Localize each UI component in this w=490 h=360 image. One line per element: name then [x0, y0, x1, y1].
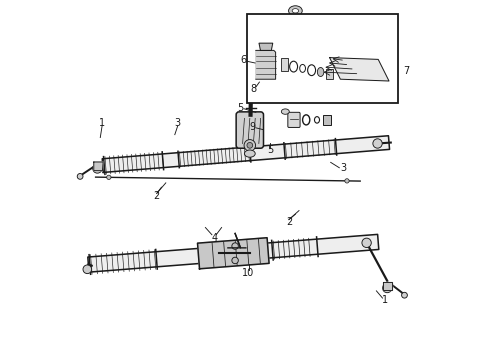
FancyBboxPatch shape [288, 112, 300, 127]
FancyBboxPatch shape [326, 69, 333, 79]
Text: 5: 5 [267, 145, 273, 156]
Circle shape [345, 179, 349, 183]
Ellipse shape [318, 68, 324, 77]
Circle shape [362, 238, 371, 248]
Circle shape [232, 257, 238, 264]
Polygon shape [102, 136, 390, 172]
FancyBboxPatch shape [236, 112, 264, 148]
Polygon shape [197, 238, 269, 269]
Polygon shape [94, 162, 103, 171]
Circle shape [402, 292, 407, 298]
Text: 3: 3 [174, 118, 181, 128]
Text: 7: 7 [403, 66, 410, 76]
Text: 2: 2 [286, 217, 292, 228]
Text: 3: 3 [340, 163, 346, 174]
Polygon shape [259, 43, 273, 50]
Circle shape [383, 283, 392, 293]
Circle shape [93, 164, 102, 173]
Circle shape [83, 265, 92, 274]
Text: 1: 1 [382, 294, 389, 305]
Polygon shape [256, 50, 275, 79]
FancyBboxPatch shape [281, 58, 288, 71]
Bar [247, 14, 398, 103]
FancyBboxPatch shape [323, 115, 331, 125]
Ellipse shape [289, 6, 302, 16]
Text: 10: 10 [242, 268, 254, 278]
Text: 5: 5 [238, 103, 244, 113]
Text: 9: 9 [250, 122, 256, 132]
Ellipse shape [292, 9, 298, 13]
Text: 6: 6 [240, 55, 246, 66]
Polygon shape [330, 58, 389, 81]
Circle shape [107, 175, 111, 180]
Circle shape [232, 243, 238, 249]
Text: 4: 4 [211, 233, 218, 243]
Text: 8: 8 [250, 84, 256, 94]
Ellipse shape [245, 150, 255, 157]
Circle shape [373, 139, 382, 148]
Ellipse shape [281, 109, 289, 114]
Circle shape [247, 143, 253, 148]
Polygon shape [383, 282, 392, 290]
Circle shape [77, 174, 83, 179]
Circle shape [244, 140, 256, 151]
Text: 1: 1 [99, 118, 105, 129]
Text: 2: 2 [154, 191, 160, 201]
Polygon shape [88, 234, 379, 272]
